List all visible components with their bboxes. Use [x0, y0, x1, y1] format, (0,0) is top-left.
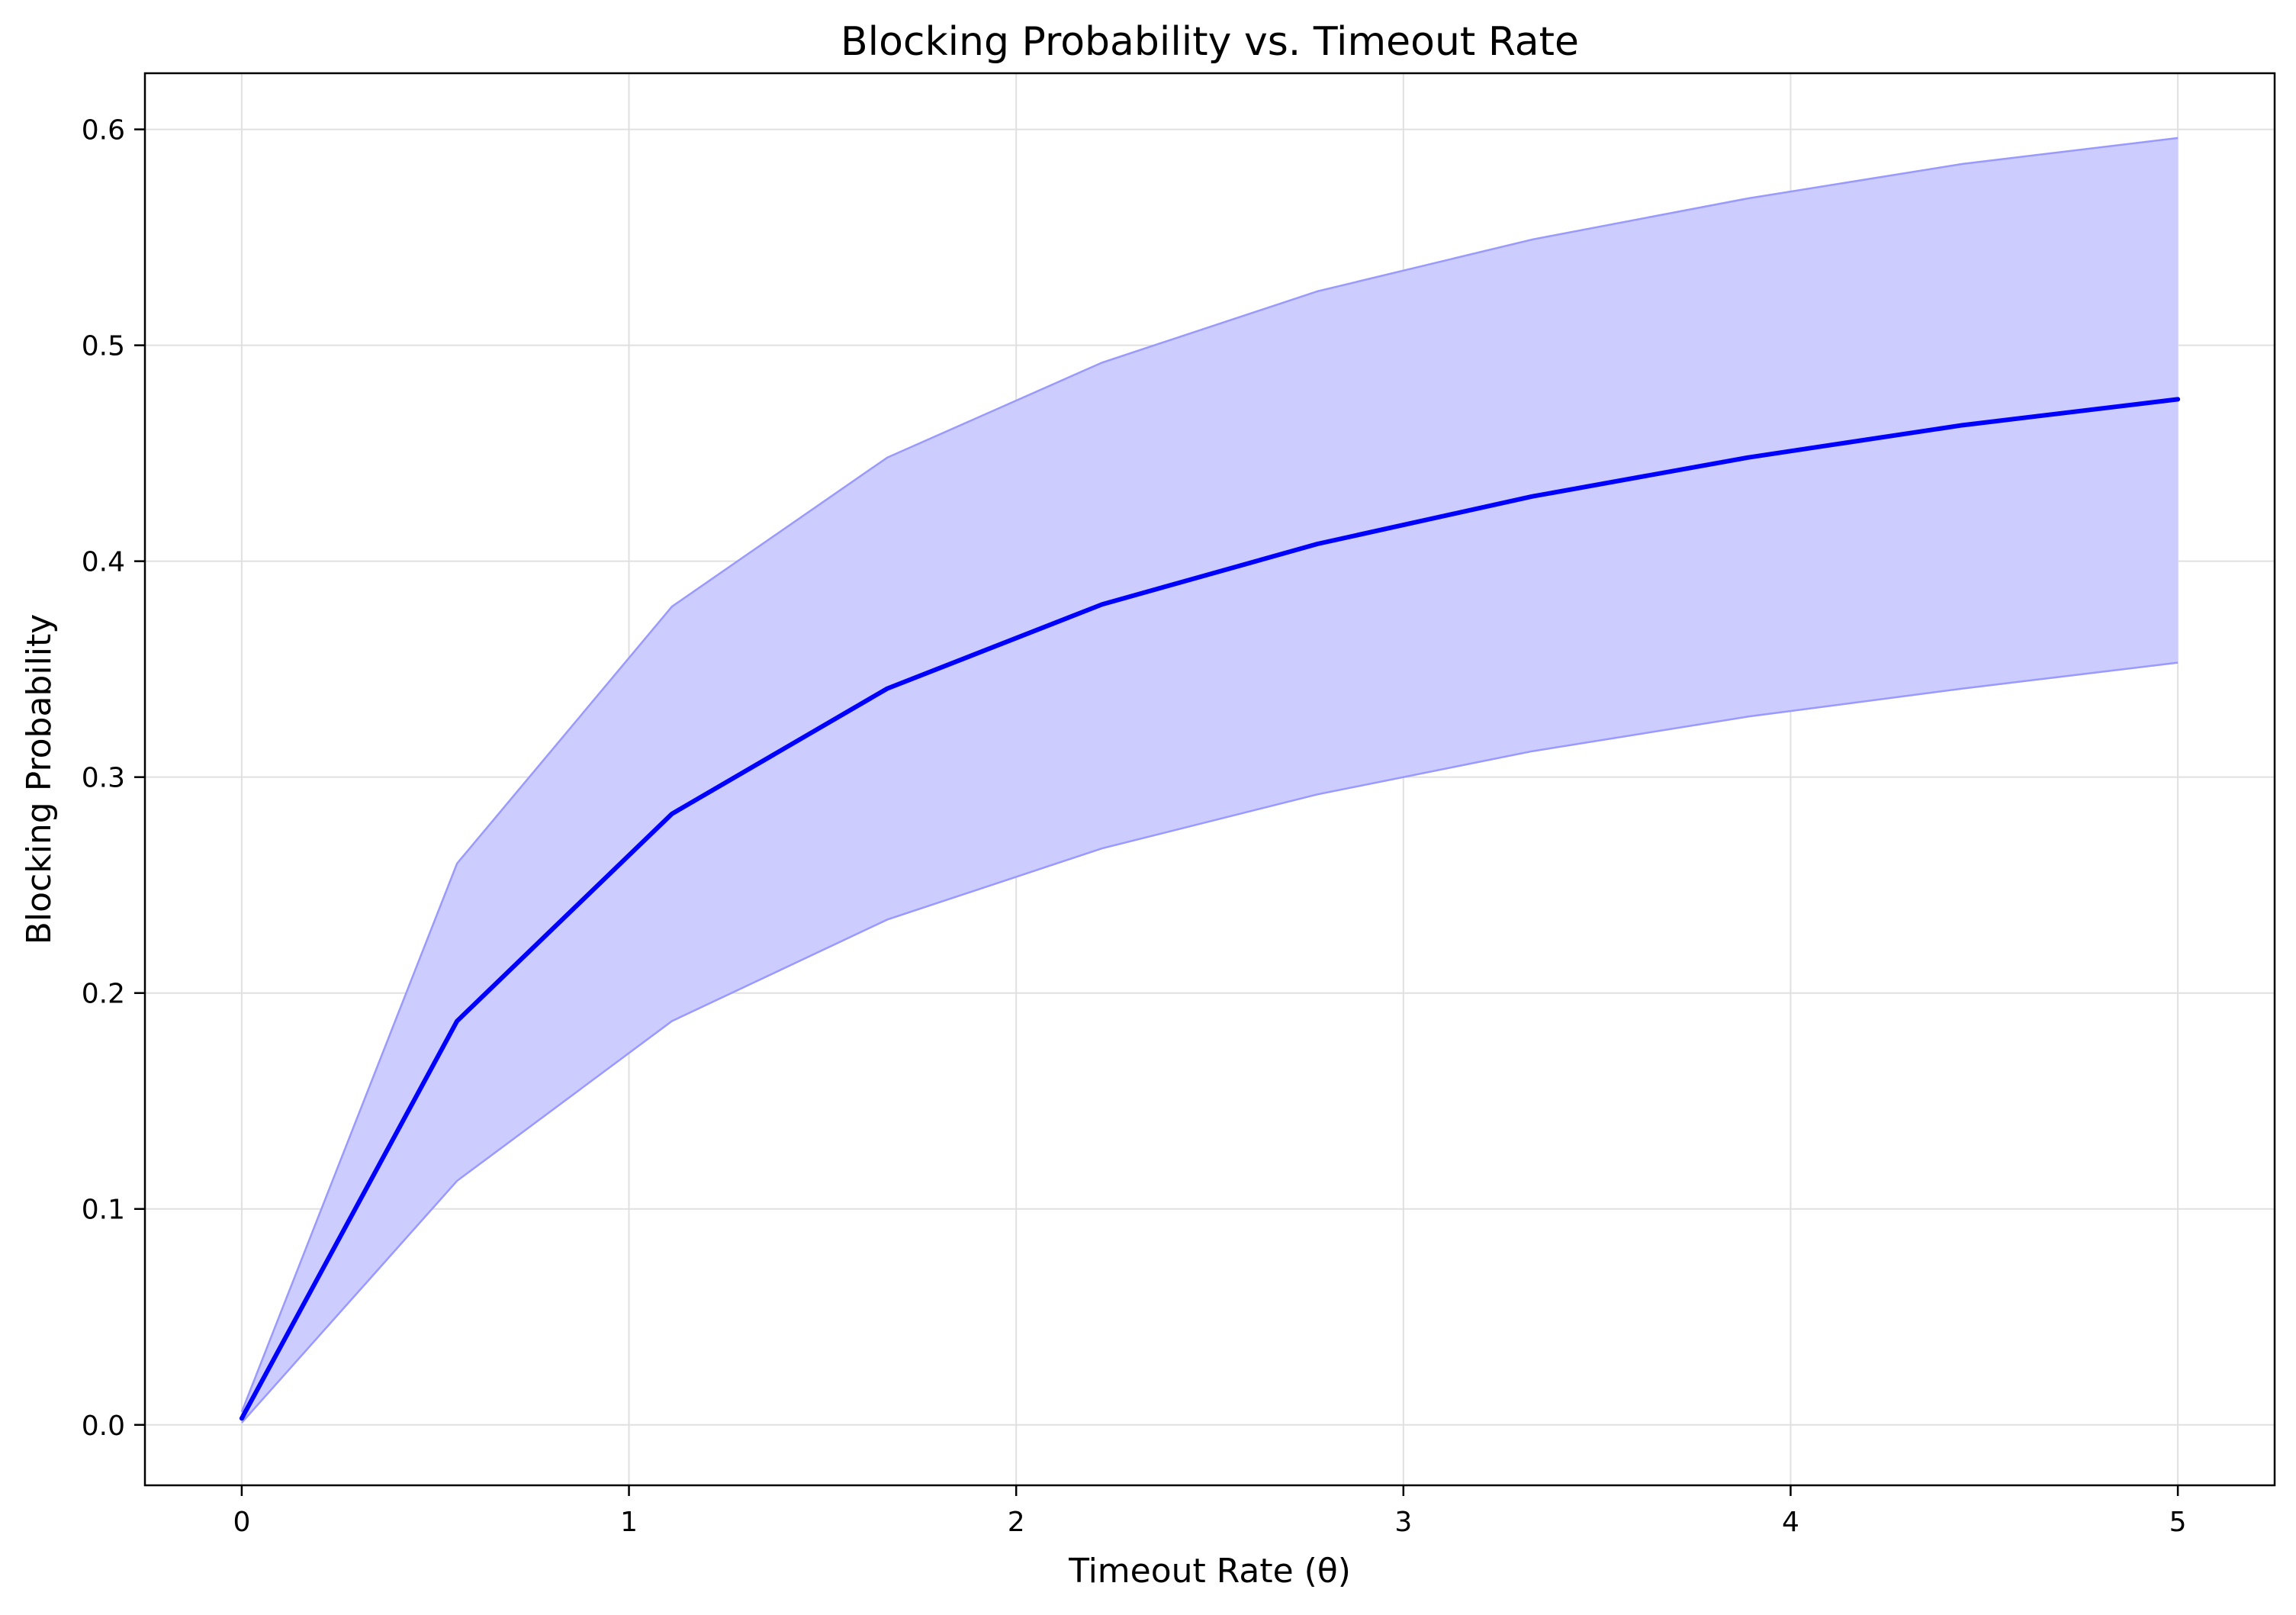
- tick-layer: 0 1 2 3 4 5 0.0 0.1 0.2 0.3 0.4 0.5 0.6: [82, 115, 2187, 1538]
- series-line-0: [239, 397, 2181, 1421]
- x-tick-label-5: 5: [2169, 1507, 2187, 1538]
- y-tick-label-6: 0.6: [82, 115, 125, 146]
- x-tick-label-3: 3: [1394, 1507, 1412, 1538]
- y-tick-label-0: 0.0: [82, 1411, 125, 1442]
- chart-title: Blocking Probability vs. Timeout Rate: [841, 19, 1579, 65]
- confidence-band-area: [241, 137, 2179, 1423]
- x-axis-label: Timeout Rate (θ): [1068, 1552, 1351, 1591]
- x-tick-label-2: 2: [1008, 1507, 1025, 1538]
- x-tick-label-1: 1: [620, 1507, 638, 1538]
- y-tick-label-4: 0.4: [82, 547, 125, 578]
- y-axis-label: Blocking Probability: [20, 614, 59, 945]
- x-tick-label-4: 4: [1782, 1507, 1799, 1538]
- y-tick-label-1: 0.1: [82, 1195, 125, 1226]
- y-tick-label-3: 0.3: [82, 763, 125, 794]
- confidence-band-lower-edge: [240, 661, 2179, 1424]
- plot-frame: [143, 72, 2276, 1487]
- y-tick-label-2: 0.2: [82, 979, 125, 1010]
- x-tick-label-0: 0: [233, 1507, 250, 1538]
- confidence-band-layer: [240, 137, 2179, 1424]
- confidence-band-upper-edge: [240, 137, 2179, 1413]
- y-tick-label-5: 0.5: [82, 331, 125, 362]
- series-line-layer: [239, 397, 2181, 1421]
